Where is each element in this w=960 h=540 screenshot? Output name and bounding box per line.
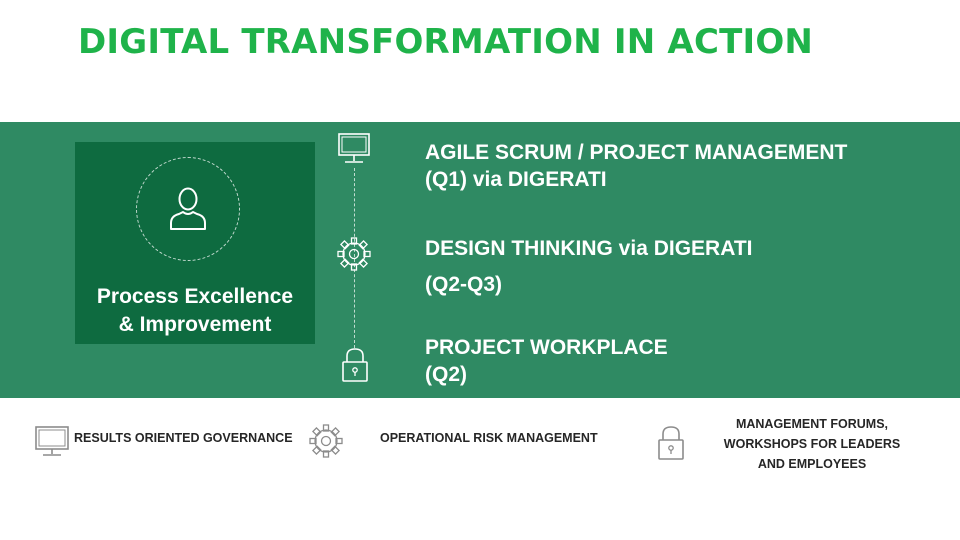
item-title: DESIGN THINKING via DIGERATI	[425, 237, 753, 260]
process-card: Process Excellence & Improvement	[75, 142, 315, 344]
item-detail: (Q1) via DIGERATI	[425, 168, 607, 191]
item-project-workplace: PROJECT WORKPLACE (Q2)	[425, 334, 668, 388]
gear-icon	[337, 237, 371, 271]
monitor-icon	[35, 426, 69, 456]
monitor-icon	[338, 133, 370, 163]
slide-title: DIGITAL TRANSFORMATION IN ACTION	[78, 22, 814, 62]
item-title: AGILE SCRUM / PROJECT MANAGEMENT	[425, 141, 848, 164]
card-label-line1: Process Excellence	[96, 285, 294, 308]
card-label-line2: & Improvement	[118, 313, 272, 336]
item-detail: (Q2-Q3)	[425, 273, 503, 296]
operational-risk-management-label: OPERATIONAL RISK MANAGEMENT	[380, 431, 598, 445]
person-icon	[170, 187, 206, 230]
item-design-thinking: DESIGN THINKING via DIGERATI (Q2-Q3)	[425, 235, 752, 298]
lock-icon	[342, 348, 368, 382]
item-agile-scrum: AGILE SCRUM / PROJECT MANAGEMENT (Q1) vi…	[425, 139, 847, 193]
management-forums-label: MANAGEMENT FORUMS, WORKSHOPS FOR LEADERS…	[706, 414, 918, 474]
management-forums-line3: AND EMPLOYEES	[757, 457, 867, 471]
results-oriented-governance-label: RESULTS ORIENTED GOVERNANCE	[74, 431, 293, 445]
item-title: PROJECT WORKPLACE	[425, 336, 668, 359]
gear-icon	[309, 424, 343, 458]
card-label: Process Excellence & Improvement	[75, 283, 315, 339]
dashed-circle	[136, 157, 240, 261]
management-forums-line1: MANAGEMENT FORUMS,	[735, 417, 889, 431]
item-detail: (Q2)	[425, 363, 467, 386]
lock-icon	[658, 426, 684, 460]
management-forums-line2: WORKSHOPS FOR LEADERS	[723, 437, 901, 451]
